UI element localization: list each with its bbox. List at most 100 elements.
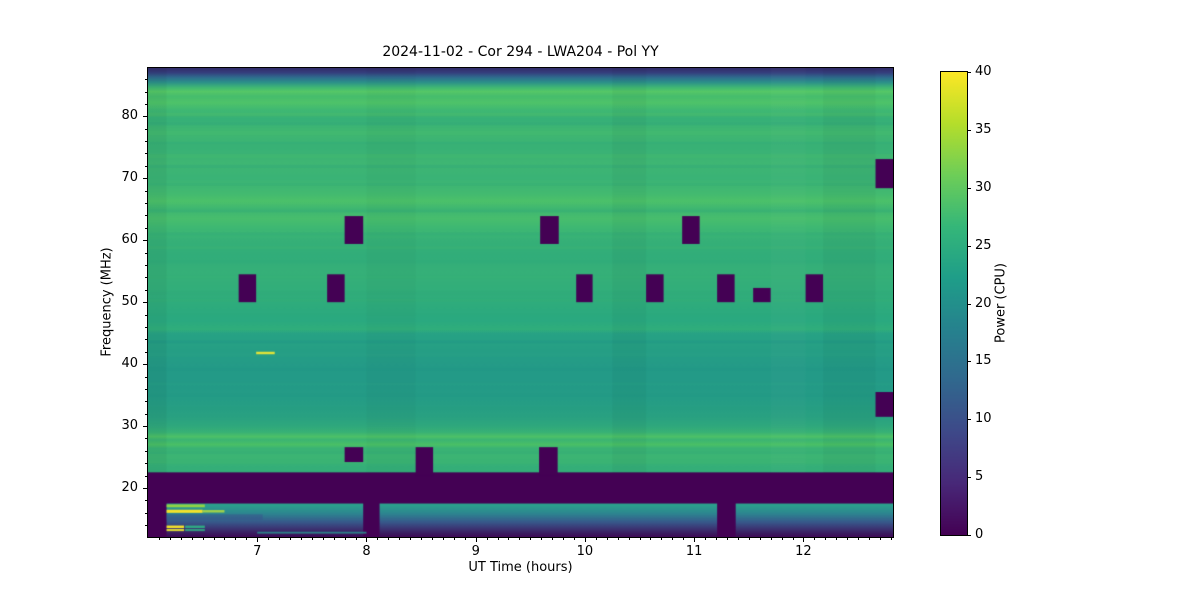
x-minor-tick [344, 537, 346, 540]
x-minor-tick [770, 537, 772, 540]
colorbar-tick [967, 245, 971, 247]
x-tick [475, 537, 477, 542]
x-minor-tick [421, 537, 423, 540]
chart-title: 2024-11-02 - Cor 294 - LWA204 - Pol YY [382, 44, 659, 60]
y-minor-tick [145, 103, 148, 105]
x-minor-tick [617, 537, 619, 540]
x-minor-tick [650, 537, 652, 540]
x-minor-tick [661, 537, 663, 540]
x-tick-label: 7 [253, 544, 262, 559]
x-minor-tick [792, 537, 794, 540]
y-minor-tick [145, 351, 148, 353]
y-minor-tick [145, 141, 148, 143]
x-minor-tick [377, 537, 379, 540]
y-minor-tick [145, 277, 148, 279]
x-minor-tick [246, 537, 248, 540]
heatmap-plot-area [147, 67, 894, 538]
y-minor-tick [145, 376, 148, 378]
y-minor-tick [145, 413, 148, 415]
y-tick-label: 30 [121, 418, 138, 434]
x-minor-tick [464, 537, 466, 540]
x-minor-tick [595, 537, 597, 540]
y-minor-tick [145, 401, 148, 403]
x-tick-label: 9 [471, 544, 480, 559]
x-minor-tick [191, 537, 193, 540]
colorbar-tick [967, 477, 971, 479]
colorbar-tick [967, 303, 971, 305]
x-minor-tick [410, 537, 412, 540]
y-minor-tick [145, 265, 148, 267]
x-minor-tick [847, 537, 849, 540]
x-minor-tick [814, 537, 816, 540]
x-minor-tick [235, 537, 237, 540]
colorbar-tick [967, 129, 971, 131]
x-minor-tick [519, 537, 521, 540]
x-minor-tick [333, 537, 335, 540]
colorbar-tick-label: 30 [975, 179, 992, 195]
x-minor-tick [836, 537, 838, 540]
x-tick-label: 11 [685, 544, 703, 559]
x-minor-tick [355, 537, 357, 540]
x-minor-tick [279, 537, 281, 540]
x-minor-tick [574, 537, 576, 540]
x-tick [584, 537, 586, 542]
x-minor-tick [486, 537, 488, 540]
y-minor-tick [145, 500, 148, 502]
x-tick [694, 537, 696, 542]
x-minor-tick [432, 537, 434, 540]
x-axis-label: UT Time (hours) [468, 560, 573, 575]
x-minor-tick [628, 537, 630, 540]
y-tick [143, 302, 148, 304]
y-tick [143, 426, 148, 428]
y-tick-label: 20 [121, 480, 138, 496]
colorbar-tick-label: 20 [975, 295, 992, 311]
y-minor-tick [145, 190, 148, 192]
x-minor-tick [180, 537, 182, 540]
y-minor-tick [145, 450, 148, 452]
x-minor-tick [508, 537, 510, 540]
y-tick [143, 116, 148, 118]
x-minor-tick [639, 537, 641, 540]
colorbar-tick-label: 35 [975, 121, 992, 137]
x-minor-tick [879, 537, 881, 540]
colorbar-label: Power (CPU) [993, 262, 1009, 344]
colorbar-tick-label: 25 [975, 237, 992, 253]
x-minor-tick [759, 537, 761, 540]
y-tick-label: 60 [121, 232, 138, 248]
y-minor-tick [145, 203, 148, 205]
y-minor-tick [145, 153, 148, 155]
x-minor-tick [202, 537, 204, 540]
y-minor-tick [145, 463, 148, 465]
y-minor-tick [145, 525, 148, 527]
y-minor-tick [145, 227, 148, 229]
x-minor-tick [737, 537, 739, 540]
y-minor-tick [145, 314, 148, 316]
x-minor-tick [868, 537, 870, 540]
x-minor-tick [748, 537, 750, 540]
x-tick [257, 537, 259, 542]
x-minor-tick [290, 537, 291, 540]
colorbar-tick-label: 15 [975, 353, 992, 369]
x-tick-label: 10 [576, 544, 594, 559]
colorbar-tick [967, 535, 971, 536]
y-minor-tick [145, 165, 148, 167]
y-minor-tick [145, 326, 148, 328]
colorbar-tick-label: 40 [975, 64, 992, 79]
x-minor-tick [268, 537, 270, 540]
x-minor-tick [169, 537, 171, 540]
y-minor-tick [145, 91, 148, 93]
y-tick [143, 488, 148, 490]
x-minor-tick [322, 537, 324, 540]
x-minor-tick [716, 537, 718, 540]
x-minor-tick [672, 537, 674, 540]
x-minor-tick [213, 537, 215, 540]
colorbar-canvas [941, 72, 967, 535]
x-tick-label: 8 [362, 544, 371, 559]
x-minor-tick [726, 537, 728, 540]
y-tick-label: 50 [121, 294, 138, 310]
colorbar [940, 71, 968, 536]
y-minor-tick [145, 215, 148, 217]
y-minor-tick [145, 289, 148, 291]
y-tick [143, 240, 148, 242]
